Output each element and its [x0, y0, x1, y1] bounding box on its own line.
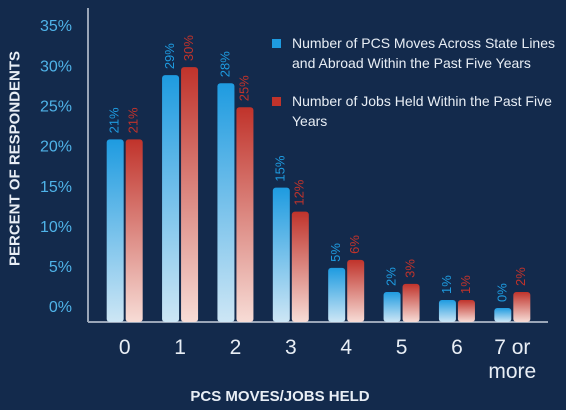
bar — [494, 308, 512, 322]
bar — [291, 211, 309, 322]
y-tick-label: 10% — [40, 219, 72, 236]
value-label: 2% — [384, 267, 399, 286]
bar — [438, 299, 456, 322]
value-label: 2% — [513, 267, 528, 286]
x-tick-label: 3 — [284, 336, 297, 359]
value-label: 6% — [347, 235, 362, 254]
y-tick-label: 15% — [40, 179, 72, 196]
value-label: 5% — [328, 243, 343, 262]
y-tick-label: 0% — [49, 299, 72, 316]
bar — [402, 283, 420, 322]
legend-label: Number of Jobs Held Within the Past Five… — [292, 93, 552, 129]
y-tick-label: 5% — [49, 259, 72, 276]
x-tick-label: 4 — [340, 336, 353, 359]
x-tick-label: 5 — [395, 336, 408, 359]
value-label: 15% — [273, 155, 288, 181]
bar — [236, 107, 254, 323]
value-label: 21% — [126, 107, 141, 133]
bar — [162, 75, 180, 323]
y-tick-label: 25% — [40, 99, 72, 116]
legend-label: Number of PCS Moves Across State Lines a… — [292, 35, 555, 71]
bar — [272, 187, 290, 322]
value-label: 1% — [439, 275, 454, 294]
legend-swatch — [272, 39, 281, 48]
x-tick-label: 1 — [174, 336, 186, 359]
value-label: 28% — [217, 51, 232, 77]
value-label: 12% — [292, 179, 307, 205]
value-label: 3% — [403, 259, 418, 278]
legend-swatch — [272, 97, 281, 106]
bar — [347, 259, 365, 322]
y-tick-label: 20% — [40, 139, 72, 156]
bar — [125, 139, 143, 322]
value-label: 1% — [458, 275, 473, 294]
bar — [383, 291, 401, 322]
value-label: 29% — [162, 43, 177, 69]
value-label: 0% — [494, 283, 509, 302]
bar — [457, 299, 475, 322]
value-label: 30% — [181, 35, 196, 61]
x-tick-label: 7 or more — [488, 336, 537, 383]
bar — [328, 267, 346, 322]
value-label: 25% — [236, 75, 251, 101]
bar — [513, 291, 531, 322]
x-tick-label: 0 — [118, 336, 131, 359]
bar — [106, 139, 124, 322]
y-tick-label: 30% — [40, 58, 72, 75]
value-label: 21% — [107, 107, 122, 133]
y-tick-label: 35% — [40, 18, 72, 35]
bar — [181, 67, 199, 323]
bar — [217, 83, 235, 322]
x-axis-title: PCS MOVES/JOBS HELD — [190, 388, 370, 405]
x-tick-label: 6 — [451, 336, 463, 359]
y-axis-title: PERCENT OF RESPONDENTS — [6, 50, 24, 267]
x-tick-label: 2 — [229, 336, 242, 359]
